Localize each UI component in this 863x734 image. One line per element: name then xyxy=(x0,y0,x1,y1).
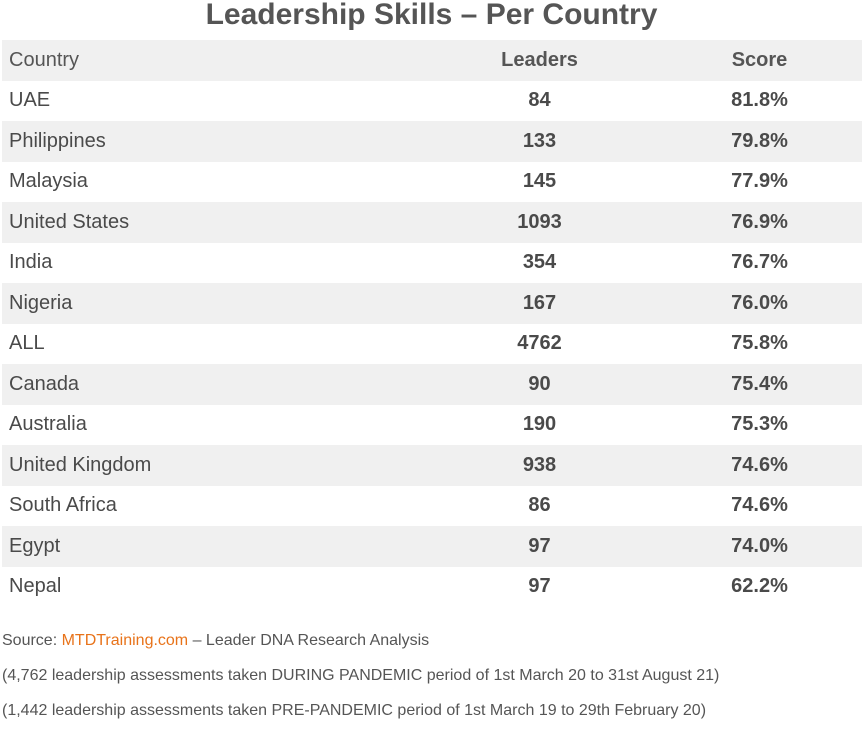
table-row: Australia 190 75.3% xyxy=(2,404,862,445)
cell-score: 74.0% xyxy=(731,534,788,557)
table-row: Canada 90 75.4% xyxy=(2,364,862,405)
table-row: India 354 76.7% xyxy=(2,242,862,283)
cell-score: 77.9% xyxy=(731,170,788,193)
table-body: UAE 84 81.8% Philippines 133 79.8% Malaysia 145… xyxy=(2,80,862,607)
cell-score: 74.6% xyxy=(731,453,788,476)
cell-score: 76.0% xyxy=(731,291,788,314)
column-header-score: Score xyxy=(731,48,788,71)
cell-leaders: 133 xyxy=(522,129,557,152)
cell-score: 75.8% xyxy=(731,332,788,355)
cell-leaders: 1093 xyxy=(517,210,562,233)
table-row: South Africa 86 74.6% xyxy=(2,485,862,526)
table-row: ALL 4762 75.8% xyxy=(2,323,862,364)
cell-leaders: 97 xyxy=(528,575,551,598)
source-prefix: Source: xyxy=(2,632,62,649)
table-row: Nigeria 167 76.0% xyxy=(2,283,862,324)
table-row: United States 1093 76.9% xyxy=(2,202,862,243)
cell-leaders: 90 xyxy=(528,372,551,395)
cell-score: 79.8% xyxy=(731,129,788,152)
data-table: Country Leaders Score UAE 84 81.8% Philippi… xyxy=(2,40,862,607)
cell-leaders: 84 xyxy=(528,89,551,112)
cell-score: 62.2% xyxy=(731,575,788,598)
column-header-leaders: Leaders xyxy=(501,48,578,71)
cell-country: Nepal xyxy=(9,575,62,598)
cell-leaders: 145 xyxy=(522,170,557,193)
cell-country: United Kingdom xyxy=(9,453,152,476)
page-title: Leadership Skills – Per Country xyxy=(205,0,658,31)
note-pre-pandemic: (1,442 leadership assessments taken PRE-… xyxy=(2,702,707,719)
source-suffix: – Leader DNA Research Analysis xyxy=(188,632,430,649)
cell-score: 76.9% xyxy=(731,210,788,233)
notes: Source: MTDTraining.com – Leader DNA Res… xyxy=(0,629,863,734)
cell-country: South Africa xyxy=(9,494,117,517)
table-row: Nepal 97 62.2% xyxy=(2,566,862,607)
cell-country: Canada xyxy=(9,372,80,395)
table-row: Philippines 133 79.8% xyxy=(2,121,862,162)
cell-leaders: 86 xyxy=(528,494,551,517)
cell-score: 81.8% xyxy=(731,89,788,112)
table-header-row: Country Leaders Score xyxy=(2,40,862,81)
cell-leaders: 190 xyxy=(522,413,557,436)
cell-score: 75.3% xyxy=(731,413,788,436)
cell-country: Malaysia xyxy=(9,170,88,193)
cell-country: UAE xyxy=(9,89,51,112)
cell-country: Australia xyxy=(9,413,87,436)
cell-score: 75.4% xyxy=(731,372,788,395)
source-link[interactable]: MTDTraining.com xyxy=(61,632,189,649)
cell-leaders: 4762 xyxy=(517,332,562,355)
cell-score: 76.7% xyxy=(731,251,788,274)
table-row: United Kingdom 938 74.6% xyxy=(2,445,862,486)
table-row: UAE 84 81.8% xyxy=(2,80,862,121)
table-row: Malaysia 145 77.9% xyxy=(2,161,862,202)
table-row: Egypt 97 74.0% xyxy=(2,526,862,567)
cell-leaders: 354 xyxy=(522,251,557,274)
cell-leaders: 97 xyxy=(528,534,551,557)
note-pandemic: (4,762 leadership assessments taken DURI… xyxy=(2,667,720,684)
cell-country: Nigeria xyxy=(9,291,73,314)
cell-leaders: 938 xyxy=(522,453,557,476)
source-line: Source: MTDTraining.com – Leader DNA Res… xyxy=(2,629,863,664)
cell-score: 74.6% xyxy=(731,494,788,517)
cell-country: Egypt xyxy=(9,534,61,557)
cell-leaders: 167 xyxy=(522,291,557,314)
cell-country: United States xyxy=(9,210,130,233)
column-header-country: Country xyxy=(9,48,80,71)
cell-country: ALL xyxy=(9,332,45,355)
cell-country: India xyxy=(9,251,53,274)
cell-country: Philippines xyxy=(9,129,106,152)
